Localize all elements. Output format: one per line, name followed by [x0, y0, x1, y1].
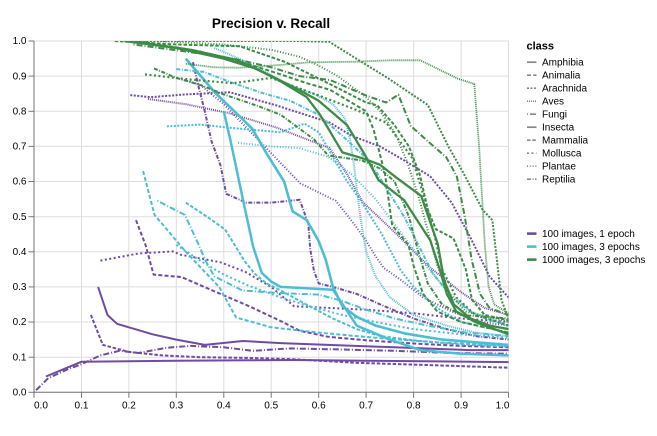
svg-text:Mollusca: Mollusca	[542, 149, 582, 160]
svg-text:0.2: 0.2	[13, 317, 27, 328]
svg-text:0.6: 0.6	[312, 400, 326, 411]
svg-text:0.7: 0.7	[13, 142, 27, 153]
svg-text:0.8: 0.8	[407, 400, 421, 411]
svg-text:0.6: 0.6	[13, 177, 27, 188]
svg-text:Animalia: Animalia	[542, 71, 581, 82]
svg-text:0.7: 0.7	[359, 400, 373, 411]
svg-text:0.2: 0.2	[122, 400, 136, 411]
svg-text:0.9: 0.9	[454, 400, 468, 411]
svg-text:1.0: 1.0	[496, 400, 510, 411]
svg-text:Fungi: Fungi	[542, 110, 567, 121]
svg-text:Reptilia: Reptilia	[542, 175, 576, 186]
svg-text:0.1: 0.1	[13, 352, 27, 363]
svg-text:100 images, 1 epoch: 100 images, 1 epoch	[542, 229, 635, 240]
svg-text:Precision v. Recall: Precision v. Recall	[212, 16, 330, 31]
svg-text:Plantae: Plantae	[542, 162, 576, 173]
svg-text:0.5: 0.5	[264, 400, 278, 411]
svg-text:0.0: 0.0	[13, 388, 27, 399]
svg-text:0.0: 0.0	[34, 400, 48, 411]
svg-text:0.4: 0.4	[217, 400, 231, 411]
svg-text:Mammalia: Mammalia	[542, 136, 589, 147]
svg-text:1.0: 1.0	[13, 36, 27, 47]
svg-text:100 images, 3 epochs: 100 images, 3 epochs	[542, 242, 640, 253]
svg-text:1000 images, 3 epochs: 1000 images, 3 epochs	[542, 255, 645, 266]
svg-text:0.8: 0.8	[13, 107, 27, 118]
svg-text:class: class	[527, 40, 555, 52]
svg-text:0.3: 0.3	[13, 282, 27, 293]
svg-text:Arachnida: Arachnida	[542, 84, 587, 95]
svg-text:Aves: Aves	[542, 97, 564, 108]
svg-text:0.4: 0.4	[13, 247, 27, 258]
svg-text:0.9: 0.9	[13, 71, 27, 82]
svg-text:0.3: 0.3	[169, 400, 183, 411]
svg-text:Amphibia: Amphibia	[542, 58, 584, 69]
svg-text:0.1: 0.1	[75, 400, 89, 411]
svg-text:0.5: 0.5	[13, 212, 27, 223]
svg-text:Insecta: Insecta	[542, 123, 575, 134]
